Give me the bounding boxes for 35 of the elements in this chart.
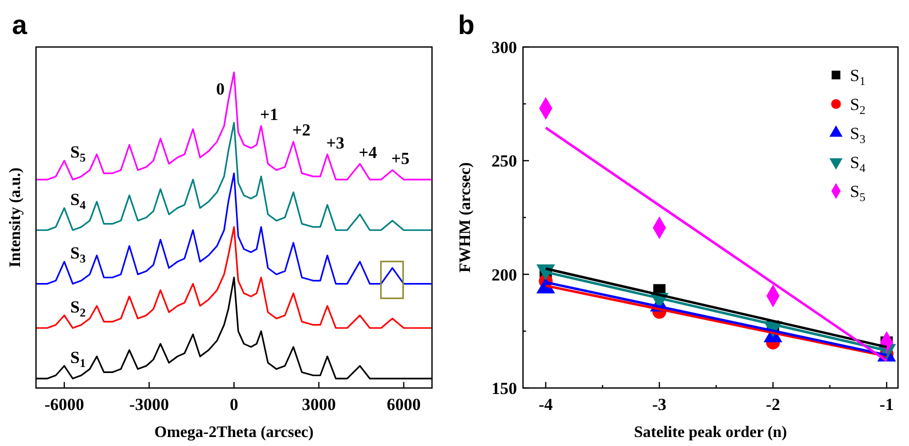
x-axis-title: Satelite peak order (n) <box>634 424 788 441</box>
x-tick-label: -6000 <box>44 395 84 414</box>
x-axis-title: Omega-2Theta (arcsec) <box>154 424 314 441</box>
annotation: +3 <box>326 133 344 152</box>
y-tick-label: 150 <box>492 379 517 398</box>
legend-label: S$_{2}$ <box>850 95 866 117</box>
x-tick-label: 6000 <box>386 395 421 414</box>
x-tick-label: -4 <box>538 395 554 414</box>
series-label: S$_{2}$ <box>70 297 86 319</box>
annotation: +5 <box>391 149 410 168</box>
y-axis-title: Intensity (a.u.) <box>7 167 24 268</box>
series-label: S$_{4}$ <box>70 190 86 212</box>
annotation: 0 <box>216 80 225 99</box>
legend-label: S$_{3}$ <box>850 124 866 146</box>
x-tick-label: 3000 <box>302 395 336 414</box>
series-label: S$_{1}$ <box>70 348 86 370</box>
series-label: S$_{3}$ <box>70 244 86 266</box>
legend-label: S$_{5}$ <box>850 182 866 204</box>
legend-label: S$_{1}$ <box>850 66 866 88</box>
y-tick-label: 250 <box>492 152 517 171</box>
y-axis-title: FWHM (arcsec) <box>457 162 474 273</box>
series-label: S$_{5}$ <box>70 142 86 164</box>
x-tick-label: -3000 <box>129 395 169 414</box>
y-tick-label: 300 <box>492 38 517 57</box>
chart-title: a <box>12 10 28 40</box>
x-tick-label: -1 <box>880 395 894 414</box>
annotation: +1 <box>260 104 278 124</box>
x-tick-label: 0 <box>230 395 238 414</box>
annotation: +4 <box>358 142 378 162</box>
x-tick-label: -3 <box>652 395 666 414</box>
y-tick-label: 200 <box>492 265 517 284</box>
chart-title: b <box>458 10 474 40</box>
x-tick-label: -2 <box>766 395 780 414</box>
legend-label: S$_{4}$ <box>850 153 866 175</box>
annotation: +2 <box>292 120 310 140</box>
